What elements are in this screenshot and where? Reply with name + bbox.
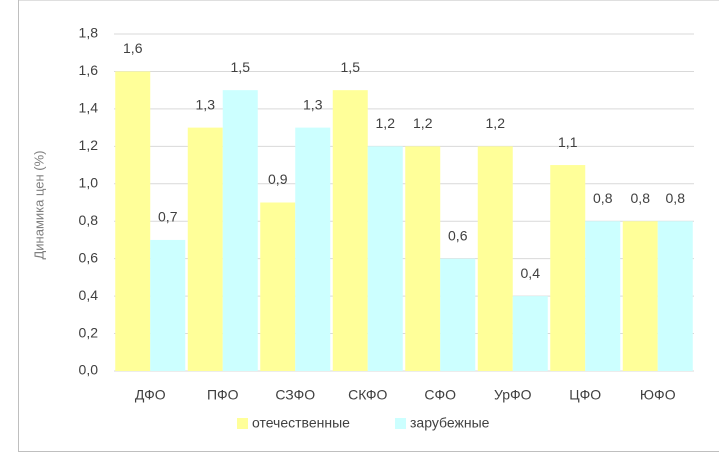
- bar: [222, 90, 258, 372]
- bar: [405, 146, 441, 371]
- bar: [367, 146, 403, 371]
- bar: [332, 90, 368, 372]
- value-label: 1,2: [376, 115, 396, 131]
- value-label: 0,4: [521, 265, 541, 281]
- x-tick-label: УрФО: [494, 387, 532, 403]
- x-tick-label: СЗФО: [275, 387, 315, 403]
- value-label: 1,5: [231, 59, 251, 75]
- legend-label: зарубежные: [410, 415, 490, 431]
- y-tick-label: 0,8: [79, 212, 99, 228]
- value-label: 0,9: [268, 171, 288, 187]
- bar: [585, 221, 621, 371]
- value-label: 0,7: [158, 209, 178, 225]
- y-tick-label: 1,8: [79, 25, 99, 41]
- value-label: 0,6: [448, 227, 468, 243]
- bar: [657, 221, 693, 371]
- value-label: 0,8: [666, 190, 686, 206]
- y-tick-label: 1,4: [79, 100, 99, 116]
- value-label: 1,3: [303, 96, 323, 112]
- y-tick-label: 0,2: [79, 324, 99, 340]
- x-tick-label: ЦФО: [569, 387, 601, 403]
- bar: [260, 202, 296, 371]
- y-tick-label: 1,0: [79, 174, 99, 190]
- bar: [550, 165, 586, 371]
- bar: [187, 127, 223, 371]
- bar: [440, 258, 476, 371]
- value-label: 1,5: [341, 59, 361, 75]
- x-tick-label: СФО: [424, 387, 456, 403]
- bar: [115, 71, 151, 371]
- bar: [477, 146, 513, 371]
- x-tick-label: ЮФО: [640, 387, 676, 403]
- y-tick-label: 1,6: [79, 62, 99, 78]
- legend-swatch: [395, 418, 406, 429]
- x-tick-label: ДФО: [135, 387, 166, 403]
- value-label: 0,8: [631, 190, 651, 206]
- legend-swatch: [237, 418, 248, 429]
- y-tick-label: 0,6: [79, 249, 99, 265]
- value-label: 1,1: [558, 134, 578, 150]
- value-label: 1,3: [196, 96, 216, 112]
- y-tick-label: 1,2: [79, 137, 99, 153]
- value-label: 0,8: [593, 190, 613, 206]
- value-label: 1,2: [413, 115, 433, 131]
- bar: [150, 239, 186, 371]
- x-tick-label: СКФО: [348, 387, 387, 403]
- value-label: 1,6: [123, 40, 143, 56]
- legend-label: отечественные: [252, 415, 350, 431]
- bar: [295, 127, 331, 371]
- bar: [622, 221, 658, 371]
- bar: [512, 296, 548, 371]
- y-tick-label: 0,0: [79, 362, 99, 378]
- y-tick-label: 0,4: [79, 287, 99, 303]
- value-label: 1,2: [486, 115, 506, 131]
- y-axis-label: Динамика цен (%): [31, 150, 46, 259]
- x-tick-label: ПФО: [207, 387, 239, 403]
